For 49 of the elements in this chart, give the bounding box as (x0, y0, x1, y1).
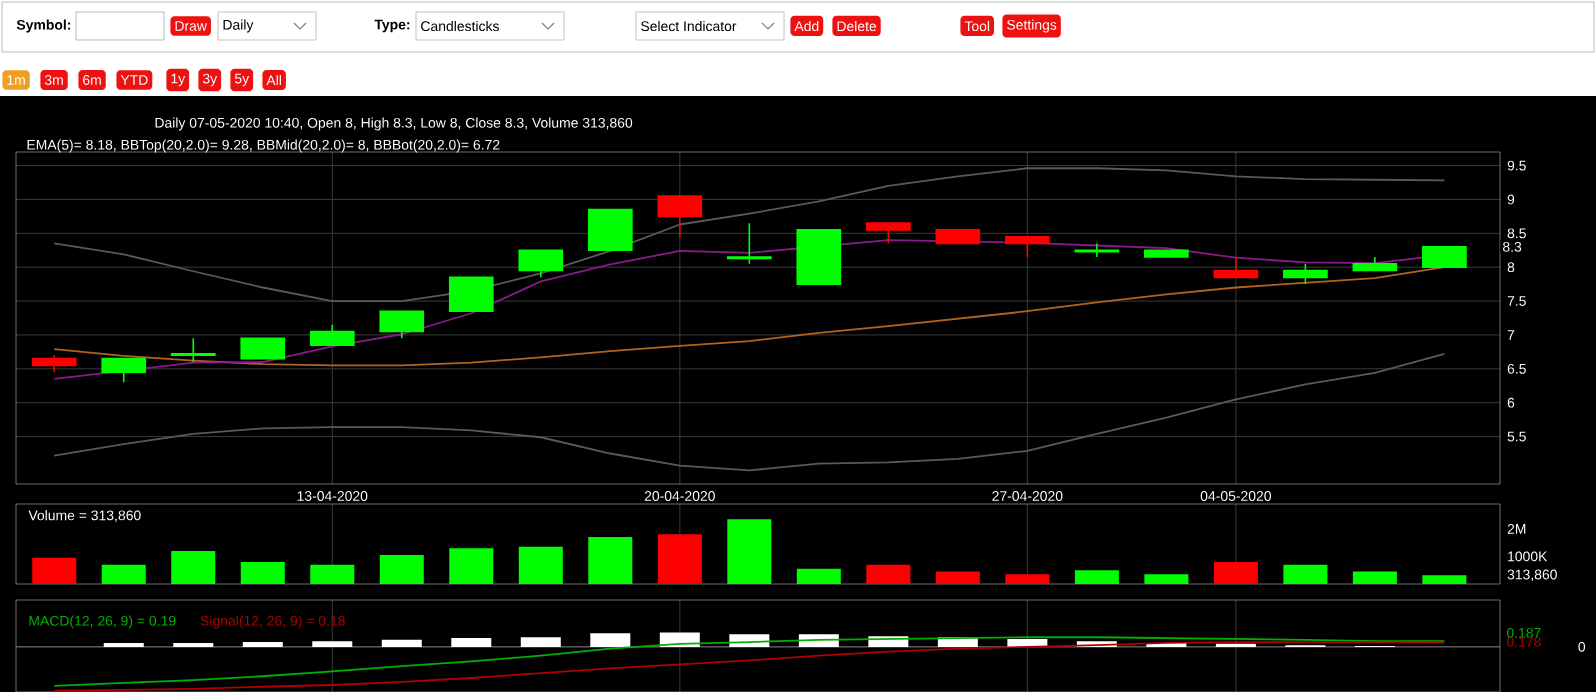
bar (101, 564, 146, 584)
bar (381, 639, 422, 647)
bar (32, 557, 77, 584)
bar (310, 564, 355, 584)
bar (935, 571, 980, 584)
candlestick (796, 229, 842, 285)
candlestick (518, 249, 564, 279)
candlestick (657, 195, 703, 238)
candlestick (31, 354, 77, 373)
bar (171, 550, 216, 584)
bar (451, 638, 492, 647)
candlestick (935, 229, 981, 245)
candlestick (170, 337, 216, 363)
bar (727, 519, 772, 584)
bar (520, 637, 561, 647)
bar (1283, 564, 1328, 584)
bar (590, 633, 631, 647)
bar (240, 561, 285, 584)
candlestick (1144, 249, 1189, 258)
bar (866, 564, 911, 584)
bar (1352, 571, 1397, 584)
candlestick (240, 337, 286, 360)
candlestick (1352, 256, 1398, 272)
bar (1005, 574, 1050, 584)
candlestick (448, 276, 494, 313)
candlestick (1074, 242, 1120, 258)
candlestick (1213, 256, 1259, 279)
candlestick (1422, 246, 1467, 268)
bar (657, 534, 702, 584)
candlestick (865, 222, 911, 245)
candlestick (1005, 235, 1050, 258)
bar (379, 555, 424, 584)
line-series (53, 353, 1446, 472)
candlestick (309, 323, 355, 346)
bar (518, 546, 563, 584)
bar (312, 641, 353, 647)
candlestick (587, 208, 633, 252)
candlestick (1283, 263, 1328, 285)
line-series (53, 167, 1446, 302)
bar (1144, 574, 1189, 584)
bar (1074, 570, 1119, 584)
candlestick (726, 222, 772, 265)
candlestick (379, 310, 425, 340)
bar (1422, 575, 1467, 584)
bar (796, 568, 841, 584)
candlestick (101, 357, 147, 384)
bar (1213, 561, 1258, 584)
bar (588, 537, 633, 584)
bar (449, 548, 494, 584)
